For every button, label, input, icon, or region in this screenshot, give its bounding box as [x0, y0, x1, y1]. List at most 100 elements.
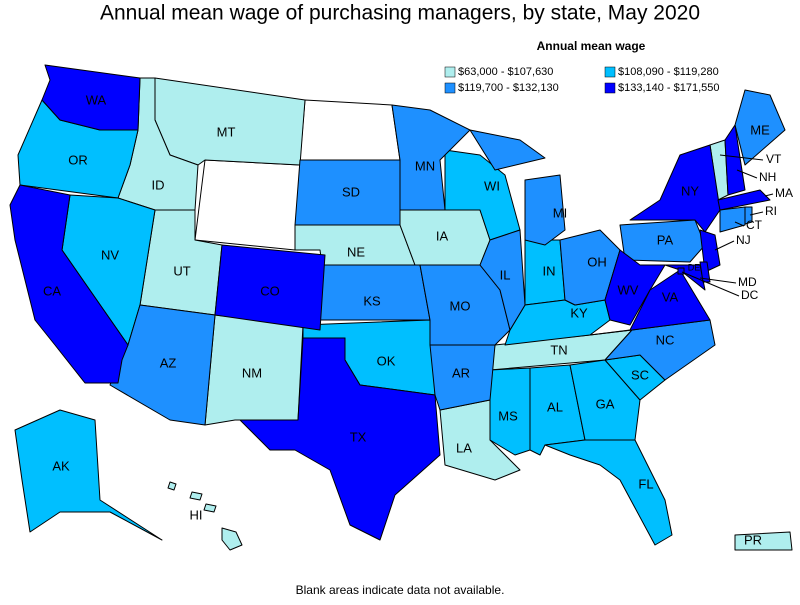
state-label: MO [450, 298, 471, 313]
state-label: ME [750, 122, 770, 137]
state-label: IL [500, 267, 511, 282]
legend-label: $108,090 - $119,280 [618, 66, 719, 78]
state-label: CT [746, 218, 763, 232]
state-label: KS [363, 293, 381, 308]
state-label: MA [775, 186, 793, 200]
state-label: AR [452, 365, 470, 380]
state-label: NY [681, 183, 699, 198]
state-label: NC [656, 332, 675, 347]
state-label: LA [456, 440, 472, 455]
legend-swatch [604, 66, 616, 78]
leader-line [734, 221, 745, 227]
state-label: KY [570, 305, 588, 320]
state-label: OH [587, 254, 607, 269]
state-label: IN [543, 263, 556, 278]
state-label: OK [377, 353, 396, 368]
state [719, 206, 746, 233]
leader-line [714, 240, 735, 251]
state [154, 77, 306, 166]
state [167, 481, 177, 491]
state-label: FL [638, 476, 653, 491]
state [203, 503, 217, 513]
state-label: WA [86, 92, 107, 107]
legend-swatch [444, 82, 456, 94]
state [214, 244, 326, 331]
footnote: Blank areas indicate data not available. [296, 583, 505, 597]
state [429, 344, 496, 411]
state [677, 267, 685, 275]
state-label: HI [190, 507, 203, 522]
legend-swatch [444, 66, 456, 78]
state-label: MS [498, 408, 518, 423]
legend-label: $133,140 - $171,550 [618, 82, 720, 94]
state-label: NH [759, 170, 776, 184]
state-label: AL [547, 399, 563, 414]
state-label: SD [342, 184, 360, 199]
state [41, 64, 141, 131]
state-label: CO [260, 283, 280, 298]
state-label: MD [738, 275, 757, 289]
state [664, 264, 706, 291]
state-label: MI [553, 205, 567, 220]
state-label: VA [662, 289, 679, 304]
state-no-data [194, 159, 301, 251]
state-no-data [299, 99, 401, 161]
state [221, 527, 243, 551]
state-label: ID [152, 177, 165, 192]
state-label: NE [347, 244, 365, 259]
state-label: CA [43, 283, 61, 298]
state [479, 229, 526, 331]
state-label: DC [741, 288, 759, 302]
state-label: NV [101, 247, 119, 262]
state [189, 491, 203, 501]
state-label: IA [436, 228, 449, 243]
state [724, 124, 746, 196]
leader-line [736, 169, 758, 179]
state [294, 159, 401, 226]
state-label: MN [415, 158, 435, 173]
state-label: NM [242, 365, 262, 380]
state [391, 104, 471, 211]
state [524, 174, 566, 246]
legend-title: Annual mean wage [537, 39, 646, 53]
state-label: MT [217, 124, 236, 139]
state-label: UT [173, 263, 190, 278]
state-label: SC [631, 367, 649, 382]
leader-lines [681, 154, 774, 297]
state [14, 409, 163, 541]
map-title: Annual mean wage of purchasing managers,… [100, 2, 700, 25]
leader-line [719, 154, 764, 161]
state-label: DE [688, 262, 701, 272]
state-label: AZ [160, 355, 177, 370]
states [9, 64, 793, 551]
state [604, 249, 666, 326]
state-label: GA [596, 396, 615, 411]
state [744, 206, 753, 225]
state-label: WV [618, 282, 639, 297]
state [699, 261, 711, 283]
state-label: NJ [736, 233, 751, 247]
state [9, 184, 129, 384]
state [629, 144, 721, 233]
state-label: VT [766, 152, 782, 166]
state-label: WI [484, 178, 500, 193]
state [717, 189, 771, 211]
legend-label: $63,000 - $107,630 [458, 66, 553, 78]
state [469, 129, 546, 171]
state-label: PA [657, 232, 674, 247]
leader-line [699, 277, 737, 284]
state-label: RI [765, 204, 777, 218]
state [239, 337, 441, 541]
state-label: TN [550, 342, 567, 357]
leader-line [764, 193, 774, 197]
state-label: TX [350, 429, 367, 444]
state [734, 531, 793, 551]
leader-line [681, 271, 740, 297]
legend-swatch [604, 82, 616, 94]
state-label: PR [744, 532, 762, 547]
state [544, 439, 673, 546]
state-label: AK [52, 458, 70, 473]
state [734, 89, 786, 166]
